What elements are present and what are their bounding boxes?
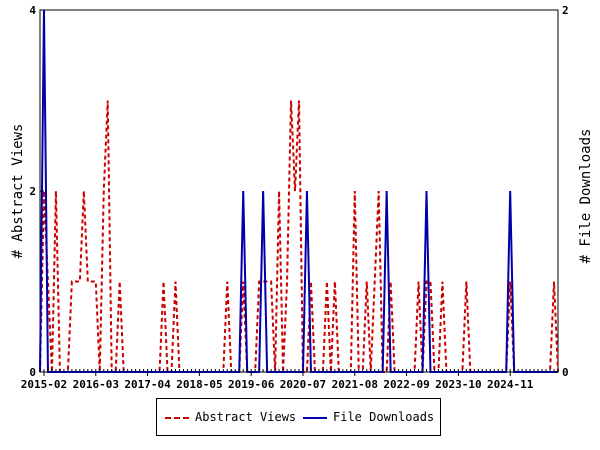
x-tick-label: 2019-06 (228, 378, 275, 391)
plot-area (39, 9, 559, 373)
y-left-tick-label: 4 (29, 4, 36, 17)
x-tick-label: 2015-02 (21, 378, 67, 391)
x-tick-label: 2016-03 (73, 378, 119, 391)
tick-layer: 2015-02 2016-03 2017-04 2018-05 2019-06 2020-… (21, 4, 569, 391)
x-tick-label: 2022-09 (383, 378, 429, 391)
chart-svg: 2015-02 2016-03 2017-04 2018-05 2019-06 2020-… (10, 4, 594, 391)
y-right-tick-label: 0 (562, 366, 569, 379)
x-tick-label: 2023-10 (435, 378, 481, 391)
y-axis-right-title: # File Downloads (578, 129, 594, 264)
legend: Abstract Views File Downloads (156, 398, 441, 436)
y-left-tick-label: 0 (29, 366, 36, 379)
legend-swatch-abstract-views (165, 417, 189, 419)
y-axis-left-title: # Abstract Views (10, 124, 26, 259)
x-tick-label: 2021-08 (332, 378, 378, 391)
x-tick-label: 2024-11 (487, 378, 534, 391)
x-tick-label: 2018-05 (176, 378, 222, 391)
y-left-tick-label: 2 (29, 185, 36, 198)
x-tick-label: 2020-07 (280, 378, 326, 391)
legend-swatch-file-downloads (303, 417, 327, 419)
x-tick-label: 2017-04 (124, 378, 171, 391)
y-right-tick-label: 2 (562, 4, 569, 17)
legend-label: Abstract Views (195, 410, 297, 424)
legend-label: File Downloads (333, 410, 435, 424)
